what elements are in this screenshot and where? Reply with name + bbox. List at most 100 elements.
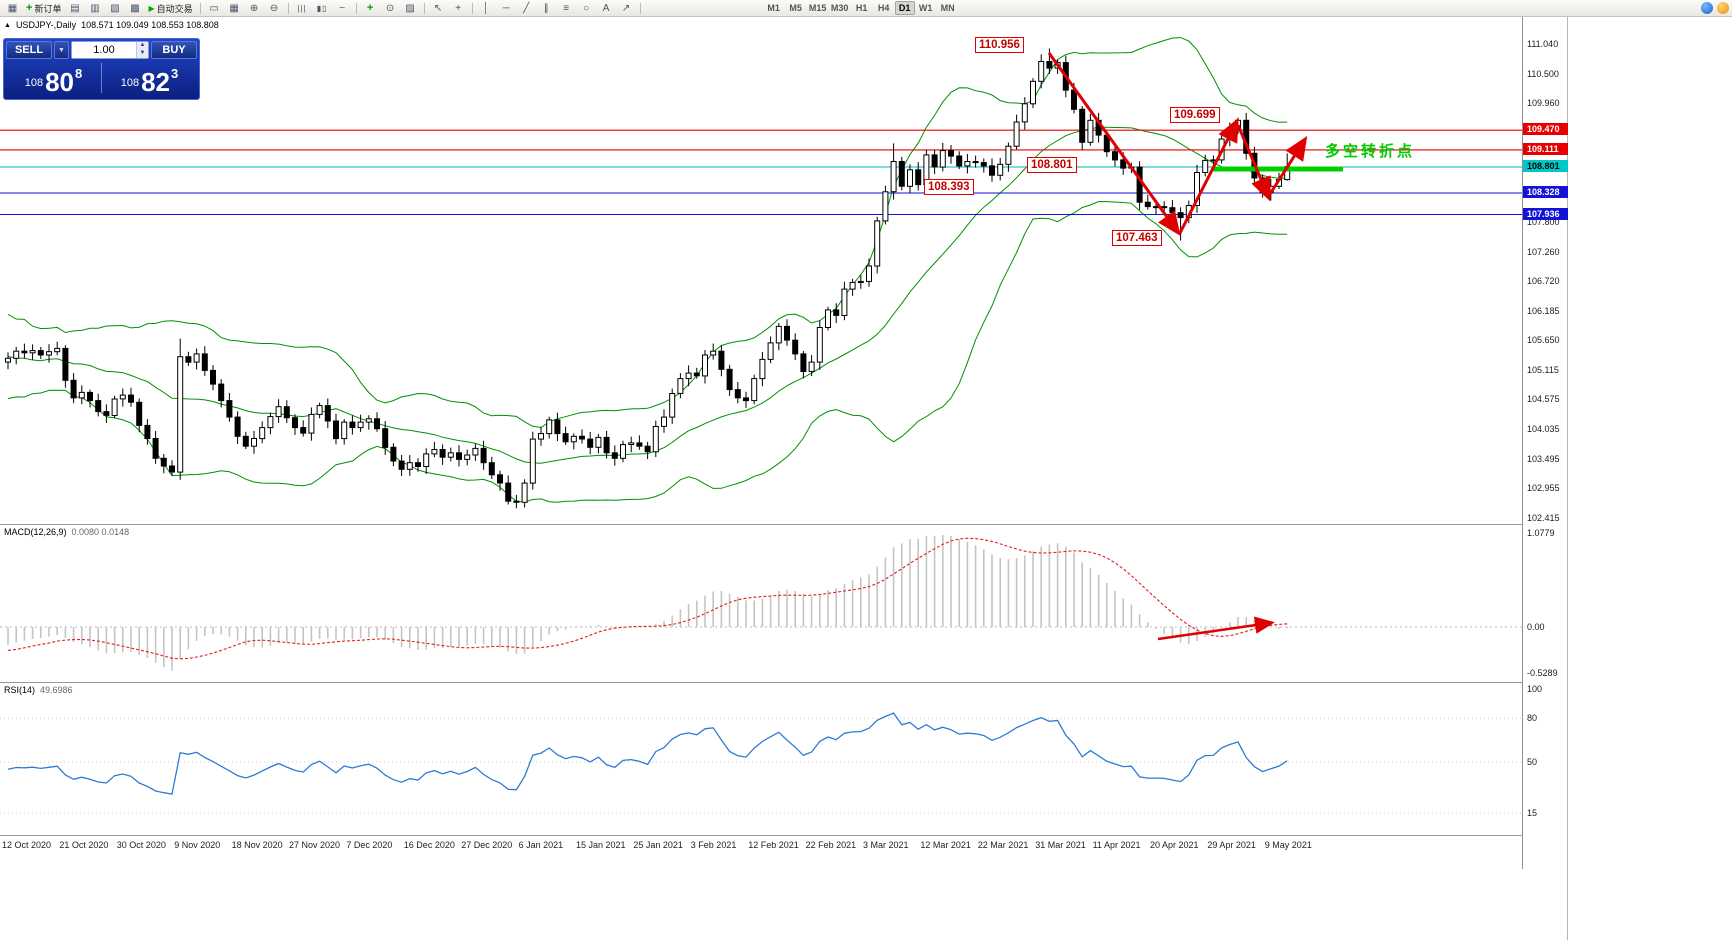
price-tick: 104.035 [1527,423,1560,434]
price-divider [101,63,102,93]
crosshair-button[interactable]: + [455,2,462,14]
sell-button[interactable]: SELL [6,41,52,59]
macd-indicator-label: MACD(12,26,9) 0.0080 0.0148 [4,527,129,537]
timeframe-m15-button[interactable]: M15 [808,3,827,13]
price-line-label: 109.470 [1523,123,1568,136]
date-tick: 25 Jan 2021 [633,840,683,850]
timeframe-mn-button[interactable]: MN [940,3,955,13]
toolbar-separator [199,2,201,14]
autotrade-button[interactable]: ▶ 自动交易 [145,1,195,15]
rsi-value: 49.6986 [40,685,73,695]
lot-dropdown-button[interactable]: ▼ [54,41,69,59]
timeframe-m30-button[interactable]: M30 [830,3,849,13]
date-tick: 9 May 2021 [1264,840,1312,850]
date-tick: 29 Apr 2021 [1207,840,1256,850]
macd-tick: -0.5289 [1527,668,1558,679]
macd-tick: 1.0779 [1527,528,1555,538]
sell-price-display[interactable]: 108 80 8 [6,59,101,97]
buy-price-prefix: 108 [120,77,140,89]
zoom-in-button[interactable]: ⊕ [249,2,259,14]
toolbar-separator [471,2,473,14]
vertical-line-button[interactable]: │ [483,2,490,14]
rsi-name: RSI(14) [4,685,36,695]
price-tick: 105.650 [1527,335,1560,346]
text-button[interactable]: A [602,2,610,14]
cascade-windows-button[interactable]: ▭ [209,2,219,14]
new-chart-button[interactable]: ▦ [7,2,18,14]
arrows-button[interactable]: ↗ [621,2,631,14]
horizontal-line-button[interactable]: ─ [502,2,510,14]
buy-price-display[interactable]: 108 82 3 [102,59,197,97]
lot-spinner: ▲ ▼ [136,42,148,58]
data-window-button[interactable]: ▥ [90,2,100,14]
price-tick: 102.955 [1527,483,1560,494]
macd-name: MACD(12,26,9) [4,527,67,537]
date-tick: 3 Mar 2021 [863,840,909,850]
community-icon[interactable] [1701,2,1713,14]
tile-windows-button[interactable]: ▦ [229,2,239,14]
new-order-button[interactable]: + 新订单 [23,1,64,15]
symbol-period-label: USDJPY-,Daily [15,20,77,30]
date-tick: 3 Feb 2021 [690,840,737,850]
channel-button[interactable]: ∥ [543,2,549,14]
timeframe-h1-button[interactable]: H1 [855,3,868,13]
buy-button[interactable]: BUY [151,41,197,59]
notifications-icon[interactable] [1717,2,1729,14]
rsi-tick: 100 [1527,684,1543,694]
toolbar-separator [287,2,289,14]
toolbar-separator [639,2,641,14]
price-tick: 109.960 [1527,98,1560,109]
lot-increase-button[interactable]: ▲ [139,42,146,48]
navigator-button[interactable]: ▧ [110,2,120,14]
price-line-label: 109.111 [1523,142,1568,155]
market-watch-button[interactable]: ▤ [70,2,80,14]
price-tick: 107.800 [1527,217,1560,227]
date-tick: 12 Feb 2021 [748,840,799,850]
periods-button[interactable]: ⊙ [385,2,395,14]
terminal-button[interactable]: ▩ [130,2,140,14]
date-axis[interactable]: 12 Oct 2020 21 Oct 2020 30 Oct 2020 9 Nov 2… [0,837,1522,855]
price-tick: 106.185 [1527,305,1560,316]
trendline-button[interactable]: ╱ [523,2,530,14]
sell-price-pip: 8 [75,66,83,81]
one-click-collapse-icon[interactable]: ▲ [4,21,11,29]
play-icon: ▶ [148,3,155,13]
zoom-out-button[interactable]: ⊖ [269,2,279,14]
toolbar-separator [355,2,357,14]
timeframe-m5-button[interactable]: M5 [789,3,802,13]
date-tick: 11 Apr 2021 [1092,840,1141,850]
timeframe-w1-button[interactable]: W1 [918,3,933,13]
price-line-label: 108.328 [1523,185,1568,198]
date-tick: 27 Nov 2020 [289,840,341,850]
line-chart-type-button[interactable]: ~ [339,2,346,14]
date-tick: 20 Apr 2021 [1150,840,1199,850]
bar-chart-type-button[interactable]: ||| [297,3,307,13]
rsi-indicator-label: RSI(14) 49.6986 [4,685,73,695]
price-tick: 110.500 [1527,68,1559,79]
lot-decrease-button[interactable]: ▼ [139,50,146,56]
timeframe-h4-button[interactable]: H4 [877,3,890,13]
price-tick: 105.115 [1527,364,1559,375]
ellipse-button[interactable]: ○ [583,2,590,14]
price-tick: 106.720 [1527,276,1560,287]
date-tick: 21 Oct 2020 [59,840,109,850]
timeframe-d1-button[interactable]: D1 [894,1,915,15]
sell-price-prefix: 108 [24,77,44,89]
chart-canvas[interactable] [0,17,1522,855]
price-tick: 102.415 [1527,512,1560,523]
price-tick: 104.575 [1527,394,1560,405]
date-tick: 18 Nov 2020 [231,840,283,850]
templates-button[interactable]: ▨ [405,2,415,14]
fibonacci-button[interactable]: ≡ [563,2,570,14]
lot-size-input[interactable] [72,42,136,58]
date-tick: 27 Dec 2020 [461,840,513,850]
indicators-button[interactable]: + [366,1,374,14]
price-line-label: 108.801 [1523,159,1568,172]
timeframe-m1-button[interactable]: M1 [767,3,780,13]
date-tick: 22 Feb 2021 [805,840,857,850]
new-order-label: 新订单 [34,3,62,14]
price-axis[interactable]: 111.040 110.500 109.960 107.800 107.260 106.7… [1522,17,1568,869]
candle-chart-type-button[interactable]: ▮▯ [316,3,328,13]
cursor-button[interactable]: ↖ [433,2,443,14]
rsi-tick: 50 [1527,757,1538,767]
